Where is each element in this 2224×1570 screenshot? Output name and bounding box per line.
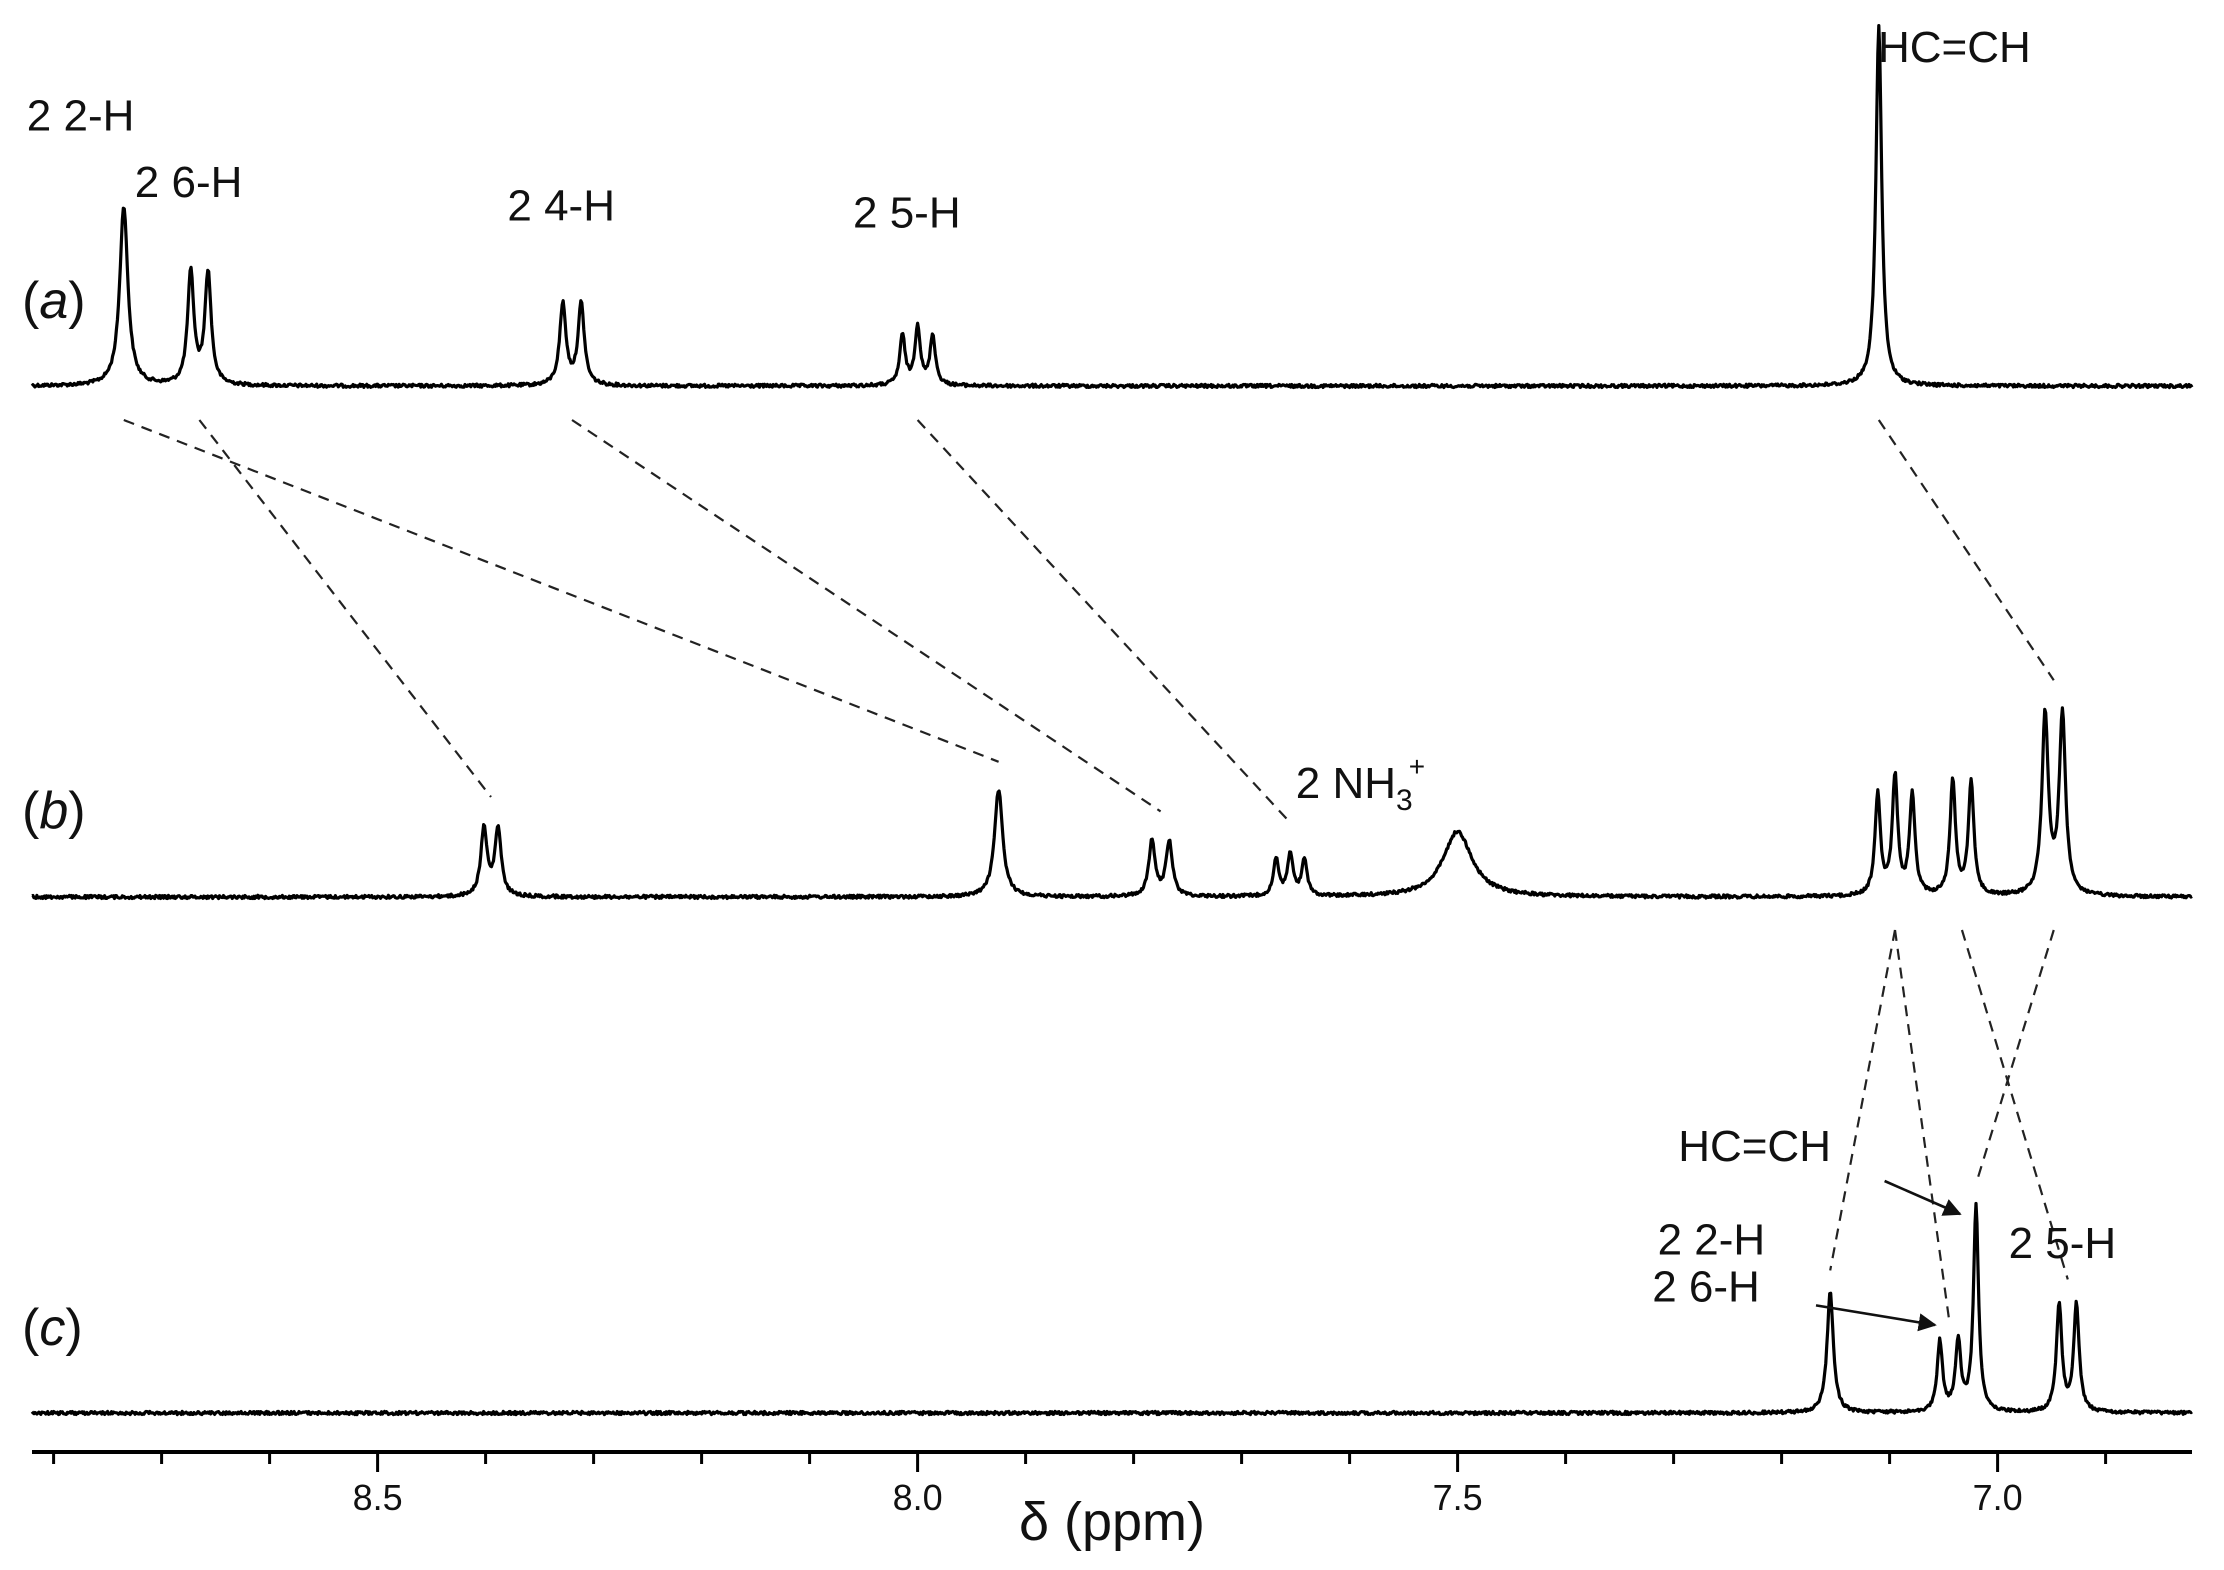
spectrum-trace-a <box>30 24 2194 390</box>
panel-label-a: (a) <box>22 272 86 330</box>
peak-label: 2 6-H <box>135 158 243 207</box>
correlation-line <box>123 418 1000 763</box>
correlation-line <box>1960 929 2069 1280</box>
spectra-group <box>30 24 2194 1417</box>
arrow-hc-ch <box>1884 1179 1962 1216</box>
spectrum-trace-b <box>31 706 2193 901</box>
x-tick-label: 7.0 <box>1973 1477 2023 1518</box>
arrow-6h <box>1815 1304 1937 1332</box>
peak-annotations: 2 2-H2 6-H 2 4-H 2 5-HHC=CH2 NH3+HC=CH2 2-… <box>27 23 2117 1332</box>
correlation-lines <box>123 418 2069 1320</box>
peak-label: 2 4-H <box>507 181 615 230</box>
peak-label: 2 NH3+ <box>1296 751 1425 817</box>
x-axis-ticks: 8.5 8.0 7.5 7.0 <box>52 1452 2108 1518</box>
correlation-line <box>916 419 1292 824</box>
peak-label: HC=CH <box>1678 1122 1831 1171</box>
peak-label: 2 6-H <box>1652 1262 1760 1311</box>
peak-label: 2 5-H <box>853 189 961 238</box>
correlation-line <box>1893 929 1951 1320</box>
correlation-line <box>1877 419 2055 681</box>
peak-label: 2 2-H <box>27 91 135 140</box>
x-tick-label: 7.5 <box>1433 1477 1483 1518</box>
spectrum-trace-c <box>30 1201 2193 1417</box>
peak-label: HC=CH <box>1878 23 2031 72</box>
correlation-line <box>1829 929 1897 1271</box>
x-axis: 8.5 8.0 7.5 7.0 δ (ppm) <box>32 1450 2192 1552</box>
x-tick-label: 8.0 <box>893 1477 943 1518</box>
correlation-line <box>198 419 492 798</box>
panel-label-c: (c) <box>22 1299 83 1357</box>
panel-labels: (a) (b) (c) <box>22 272 86 1357</box>
peak-label: 2 5-H <box>2009 1219 2117 1268</box>
correlation-line <box>1974 929 2055 1185</box>
x-axis-label: δ (ppm) <box>1019 1492 1205 1552</box>
correlation-line <box>571 419 1162 813</box>
x-tick-label: 8.5 <box>353 1477 403 1518</box>
panel-label-b: (b) <box>22 782 86 840</box>
peak-label: 2 2-H <box>1658 1216 1766 1265</box>
